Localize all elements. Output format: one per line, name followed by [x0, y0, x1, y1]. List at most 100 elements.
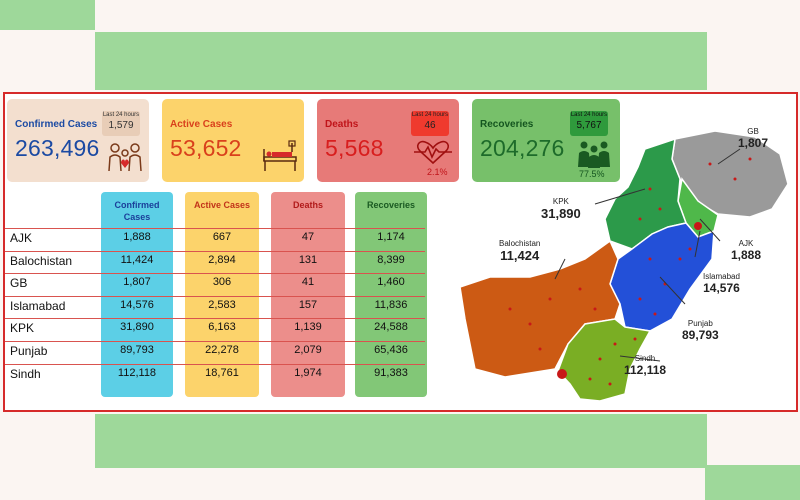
bg-band-top-left [0, 0, 95, 30]
table-cell: 8,399 [377, 253, 405, 266]
map-hotspots [508, 157, 752, 386]
table-cell: 1,807 [123, 276, 151, 289]
table-row-label: Punjab [10, 344, 48, 358]
active-title: Active Cases [170, 119, 233, 130]
map-regions [459, 130, 789, 402]
bg-band-right [705, 465, 800, 500]
table-cell: 11,424 [120, 253, 154, 266]
confirmed-badge: Last 24 hours 1,579 [102, 111, 140, 136]
row-divider [5, 295, 425, 297]
table-cell: 89,793 [120, 344, 154, 356]
bg-band-bottom [95, 414, 707, 468]
table-row-label: Sindh [10, 366, 41, 381]
table-row-label: Balochistan [10, 253, 73, 268]
deaths-badge: Last 24 hours 46 [411, 111, 449, 136]
confirmed-title: Confirmed Cases [15, 119, 98, 130]
hospital-bed-icon [263, 140, 297, 171]
map-label-name: GB [747, 127, 759, 136]
table-cell: 14,576 [120, 298, 154, 311]
bg-band-top [95, 32, 707, 90]
map-label-value: 1,807 [738, 136, 769, 150]
map-label-value: 31,890 [541, 206, 581, 221]
map-label-name: Punjab [687, 319, 713, 328]
deaths-pct: 2.1% [427, 167, 448, 177]
map-label-value: 89,793 [682, 328, 719, 342]
column-header: Recoveries [366, 200, 416, 210]
recoveries-pct: 77.5% [579, 169, 605, 179]
col-bg-deaths [271, 192, 345, 397]
heartbeat-icon [414, 140, 452, 165]
row-divider [5, 273, 425, 275]
sindh-region [557, 318, 652, 402]
table-cell: 47 [301, 231, 315, 243]
map-label-value: 112,118 [624, 363, 667, 377]
active-value: 53,652 [170, 135, 242, 161]
table-cell: 1,174 [377, 231, 405, 243]
confirmed-card: Confirmed Cases 263,496 Last 24 hours 1,… [7, 99, 149, 182]
recoveries-title: Recoveries [480, 119, 534, 130]
map-label-name: Balochistan [499, 239, 541, 248]
table-cell: 131 [298, 253, 318, 266]
map-label-islamabad: Islamabad 14,576 [703, 272, 740, 295]
deaths-title: Deaths [325, 119, 359, 130]
table-cell: 667 [212, 231, 232, 243]
map-label-name: AJK [738, 239, 754, 248]
table-cell: 2,079 [294, 344, 322, 356]
row-divider [5, 228, 425, 229]
col-bg-confirmed [101, 192, 173, 397]
table-cell: 91,383 [374, 366, 408, 379]
column-header: Active Cases [193, 200, 251, 210]
recovered-people-icon [578, 141, 610, 168]
confirmed-value: 263,496 [15, 135, 100, 161]
badge-value: 46 [424, 120, 436, 131]
deaths-value: 5,568 [325, 135, 384, 161]
map-label-gb: GB 1,807 [738, 127, 768, 150]
map-label-sindh: Sindh 112,118 [624, 354, 666, 377]
table-cell: 24,588 [374, 321, 408, 334]
family-icon [108, 143, 142, 172]
recoveries-badge: Last 24 hours 5,767 [570, 111, 608, 136]
dashboard-panel: Confirmed Cases 263,496 Last 24 hours 1,… [3, 92, 798, 412]
table-cell: 1,460 [377, 276, 405, 289]
map-callout-lines [554, 148, 741, 362]
table-cell: 306 [212, 276, 232, 289]
active-card: Active Cases 53,652 [162, 99, 304, 182]
badge-label: Last 24 hours [411, 112, 449, 118]
recoveries-value: 204,276 [480, 135, 565, 161]
pakistan-map [459, 130, 789, 402]
map-label-name: KPK [552, 197, 569, 206]
table-row-label: Islamabad [10, 298, 66, 313]
badge-value: 1,579 [108, 120, 134, 131]
balochistan-region [459, 239, 621, 378]
col-bg-recoveries [355, 192, 427, 397]
recoveries-card: Recoveries 204,276 Last 24 hours 5,767 7… [472, 99, 620, 182]
map-label-balochistan: Balochistan 11,424 [499, 239, 540, 263]
table-cell: 112,118 [117, 366, 157, 379]
map-label-value: 1,888 [731, 248, 762, 262]
table-cell: 22,278 [205, 344, 239, 356]
map-label-value: 14,576 [703, 281, 740, 295]
map-label-name: Sindh [634, 354, 656, 363]
table-cell: 18,761 [205, 366, 239, 379]
map-label-value: 11,424 [500, 248, 540, 263]
table-row-label: GB [10, 276, 28, 291]
row-divider [5, 318, 425, 320]
map-label-kpk: KPK 31,890 [541, 197, 581, 221]
column-header: Deaths [292, 200, 323, 210]
table-cell: 41 [301, 276, 315, 289]
table-cell: 1,139 [294, 321, 322, 334]
table-row-label: AJK [10, 231, 33, 245]
table-cell: 1,888 [123, 231, 151, 243]
table-cell: 1,974 [294, 366, 322, 379]
table-cell: 2,894 [208, 253, 236, 266]
table-cell: 11,836 [374, 298, 408, 311]
table-cell: 157 [298, 298, 318, 311]
table-cell: 2,583 [208, 298, 236, 311]
table-cell: 31,890 [120, 321, 154, 334]
map-label-ajk: AJK 1,888 [731, 239, 761, 262]
row-divider [5, 341, 425, 342]
table-cell: 6,163 [208, 321, 236, 334]
col-bg-active [185, 192, 259, 397]
map-label-punjab: Punjab 89,793 [682, 319, 719, 342]
table-row-label: KPK [10, 321, 35, 336]
